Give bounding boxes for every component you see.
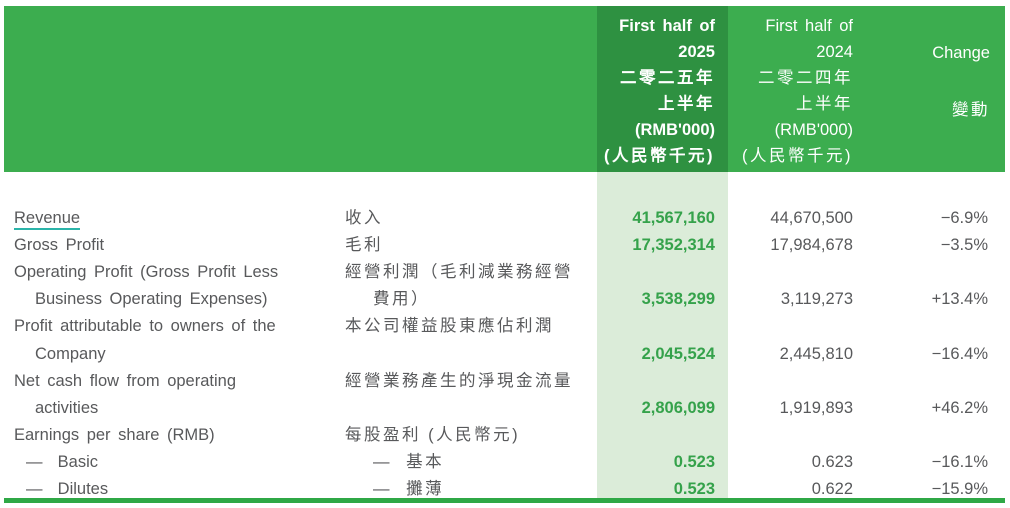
header-2025-highlight-column <box>597 6 728 172</box>
revenue-link[interactable]: Revenue <box>14 209 81 231</box>
row-label-en: Gross Profit <box>14 236 105 255</box>
table-body: Revenue 收入 41,567,160 44,670,500 −6.9% G… <box>0 205 1010 503</box>
header-2024-line6: (人民幣千元) <box>742 147 853 165</box>
row-label-en: — Dilutes <box>26 479 109 498</box>
table-row-revenue: Revenue 收入 41,567,160 44,670,500 −6.9% <box>0 205 1010 232</box>
table-header: First half of 2025 二零二五年 上半年 (RMB'000) (… <box>4 6 1005 172</box>
header-2024-line4: 上半年 <box>796 95 853 113</box>
header-col-2024: First half of 2024 二零二四年 上半年 (RMB'000) (… <box>728 13 853 169</box>
value-2025: 2,806,099 <box>641 398 715 417</box>
value-change: +13.4% <box>931 290 988 309</box>
table-row-net-cash-flow-line2: activities 2,806,099 1,919,893 +46.2% <box>0 395 1010 422</box>
value-change: −3.5% <box>940 236 988 255</box>
value-2024: 3,119,273 <box>780 290 853 309</box>
value-2025: 0.523 <box>673 452 715 471</box>
value-2025: 3,538,299 <box>641 290 715 309</box>
table-row-earnings-per-share: Earnings per share (RMB) 每股盈利 (人民幣元) <box>0 422 1010 449</box>
row-label-en: Business Operating Expenses) <box>35 290 268 309</box>
table-row-gross-profit: Gross Profit 毛利 17,352,314 17,984,678 −3… <box>0 232 1010 259</box>
header-2025-line5: (RMB'000) <box>634 121 715 139</box>
row-label-en: activities <box>35 398 99 417</box>
row-label-zh: 本公司權益股東應佔利潤 <box>345 317 554 336</box>
value-2025: 0.523 <box>673 479 715 498</box>
header-2025-line6: (人民幣千元) <box>604 147 715 165</box>
bottom-rule <box>4 498 1005 503</box>
value-2024: 44,670,500 <box>770 209 853 228</box>
header-change-label-zh: 變動 <box>952 101 990 119</box>
row-label-en: Revenue <box>0 205 345 232</box>
highlight-2025-column <box>597 172 728 498</box>
value-change: −16.1% <box>931 452 988 471</box>
value-change: −16.4% <box>931 344 988 363</box>
header-2025-line3: 二零二五年 <box>620 69 715 87</box>
row-label-zh: 收入 <box>345 209 383 228</box>
value-2025: 41,567,160 <box>632 209 715 228</box>
value-2025: 2,045,524 <box>641 344 715 363</box>
table-row-operating-profit-line1: Operating Profit (Gross Profit Less 經營利潤… <box>0 259 1010 286</box>
value-2024: 0.623 <box>811 452 853 471</box>
table-row-profit-attributable-line2: Company 2,045,524 2,445,810 −16.4% <box>0 340 1010 367</box>
value-2024: 0.622 <box>811 479 853 498</box>
header-2025-line4: 上半年 <box>658 95 715 113</box>
table-row-net-cash-flow-line1: Net cash flow from operating 經營業務產生的淨現金流… <box>0 368 1010 395</box>
header-2024-line3: 二零二四年 <box>758 69 853 87</box>
value-2025: 17,352,314 <box>632 236 715 255</box>
header-2025-line2: 2025 <box>678 43 715 61</box>
row-label-zh: 經營業務產生的淨現金流量 <box>345 371 573 390</box>
value-change: −15.9% <box>931 479 988 498</box>
header-2024-line2: 2024 <box>816 43 853 61</box>
header-2025-line1: First half of <box>619 17 715 35</box>
row-label-en: Operating Profit (Gross Profit Less <box>14 263 279 282</box>
header-col-2025: First half of 2025 二零二五年 上半年 (RMB'000) (… <box>597 13 715 169</box>
value-2024: 2,445,810 <box>779 344 853 363</box>
value-2024: 17,984,678 <box>770 236 853 255</box>
table-row-eps-basic: — Basic — 基本 0.523 0.623 −16.1% <box>0 449 1010 476</box>
row-label-zh: 毛利 <box>345 236 383 255</box>
header-change-label: Change <box>932 44 990 62</box>
row-label-en: Earnings per share (RMB) <box>14 425 215 444</box>
row-label-zh: — 基本 <box>373 452 445 471</box>
row-label-zh: 每股盈利 (人民幣元) <box>345 425 521 444</box>
row-label-en: — Basic <box>26 452 99 471</box>
table-row-profit-attributable-line1: Profit attributable to owners of the 本公司… <box>0 313 1010 340</box>
row-label-en: Net cash flow from operating <box>14 371 237 390</box>
row-label-zh: 費用） <box>373 290 430 309</box>
row-label-en: Company <box>35 344 106 363</box>
row-label-zh: — 攤薄 <box>373 479 445 498</box>
value-change: −6.9% <box>940 209 988 228</box>
table-row-eps-dilutes: — Dilutes — 攤薄 0.523 0.622 −15.9% <box>0 476 1010 503</box>
table-row-operating-profit-line2: Business Operating Expenses) 費用） 3,538,2… <box>0 286 1010 313</box>
value-2024: 1,919,893 <box>779 398 853 417</box>
header-2024-line1: First half of <box>765 17 853 35</box>
header-2024-line5: (RMB'000) <box>774 121 853 139</box>
row-label-en: Profit attributable to owners of the <box>14 317 276 336</box>
value-change: +46.2% <box>931 398 988 417</box>
row-label-zh: 經營利潤（毛利減業務經營 <box>345 263 573 282</box>
